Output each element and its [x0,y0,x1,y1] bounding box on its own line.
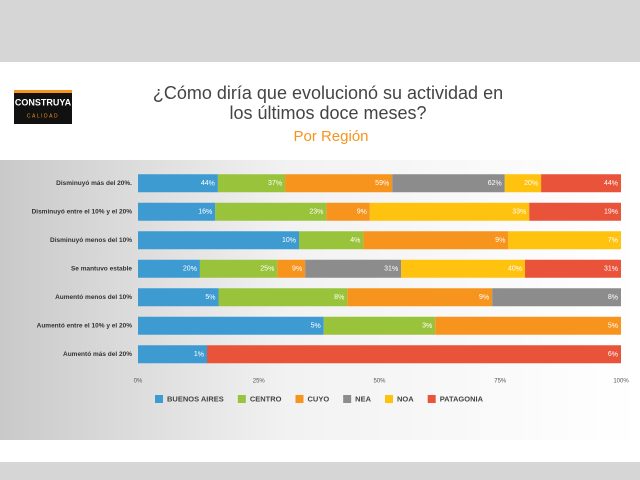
data-label: 31% [604,266,618,273]
chart-subtitle: Por Región [293,128,368,145]
bar-segment [323,316,436,335]
y-tick-label: Disminuyó más del 20%. [56,180,132,187]
data-label: 9% [495,237,505,244]
y-tick-label: Disminuyó menos del 10% [50,237,132,244]
x-tick-label: 50% [373,379,386,385]
bar-segment [277,259,306,278]
bar-segment [305,259,402,278]
bottom-band [0,462,640,480]
y-tick-label: Disminuyó entre el 10% y el 20% [32,208,133,215]
legend-swatch [427,395,436,403]
bar-segment [199,259,278,278]
bar-segment [401,259,526,278]
data-label: 20% [183,266,197,273]
x-tick-label: 75% [494,379,507,385]
bar-segment [369,202,530,221]
bar-segment [138,345,207,364]
data-label: 1% [194,351,204,358]
bar-segment [138,202,216,221]
data-label: 37% [268,180,282,187]
data-label: 16% [198,209,212,216]
bar-segment [392,174,505,193]
bar-segment [541,174,621,193]
legend-swatch [385,395,394,403]
data-label: 62% [488,180,502,187]
bar-segment [326,202,370,221]
legend-label: NEA [355,394,371,403]
legend-swatch [295,395,304,403]
data-label: 10% [282,237,296,244]
bar-segment [529,202,621,221]
chart-title: los últimos doce meses? [229,103,426,123]
top-band [0,0,640,62]
y-tick-label: Aumentó más del 20% [63,351,132,358]
bar-segment [492,288,621,307]
bar-segment [525,259,621,278]
data-label: 31% [384,266,398,273]
data-label: 23% [309,209,323,216]
data-label: 5% [608,323,618,330]
bar-segment [207,345,621,364]
bar-segment [299,231,364,250]
bar-segment [138,174,218,193]
y-tick-label: Aumentó entre el 10% y el 20% [37,322,133,329]
data-label: 5% [205,294,215,301]
legend-swatch [343,395,352,403]
bar-segment [138,231,299,250]
logo-name: CONSTRUYA [15,97,72,107]
data-label: 9% [479,294,489,301]
y-tick-label: Se mantuvo estable [71,265,132,272]
data-label: 44% [604,180,618,187]
data-label: 20% [524,180,538,187]
data-label: 33% [512,209,526,216]
logo-accent [14,90,72,93]
bar-segment [347,288,493,307]
bar-segment [218,288,348,307]
data-label: 4% [350,237,360,244]
data-label: 19% [604,209,618,216]
legend-label: NOA [397,394,414,403]
x-tick-label: 25% [253,379,266,385]
data-label: 40% [508,266,522,273]
data-label: 9% [357,209,367,216]
bar-segment [285,174,393,193]
logo-tagline: CALIDAD [27,113,59,119]
x-tick-label: 100% [613,379,629,385]
legend-label: PATAGONIA [440,394,484,403]
data-label: 3% [422,323,432,330]
data-label: 25% [260,266,274,273]
data-label: 8% [608,294,618,301]
bar-segment [363,231,509,250]
legend-label: BUENOS AIRES [167,394,224,403]
bar-segment [138,259,200,278]
bar-segment [217,174,286,193]
data-label: 8% [334,294,344,301]
logo-box [14,90,72,124]
data-label: 9% [292,266,302,273]
chart-title: ¿Cómo diría que evolucionó su actividad … [153,83,503,103]
bar-segment [508,231,621,250]
legend-label: CENTRO [250,394,282,403]
y-tick-label: Aumentó menos del 10% [55,294,132,301]
legend-swatch [237,395,246,403]
bar-segment [138,288,219,307]
bar-segment [215,202,327,221]
x-tick-label: 0% [134,379,143,385]
data-label: 6% [608,351,618,358]
legend-label: CUYO [308,394,330,403]
bar-segment [504,174,542,193]
data-label: 5% [311,323,321,330]
legend-swatch [155,395,163,403]
data-label: 59% [375,180,389,187]
data-label: 7% [608,237,618,244]
bar-segment [435,316,621,335]
bar-segment [138,316,324,335]
data-label: 44% [201,180,215,187]
